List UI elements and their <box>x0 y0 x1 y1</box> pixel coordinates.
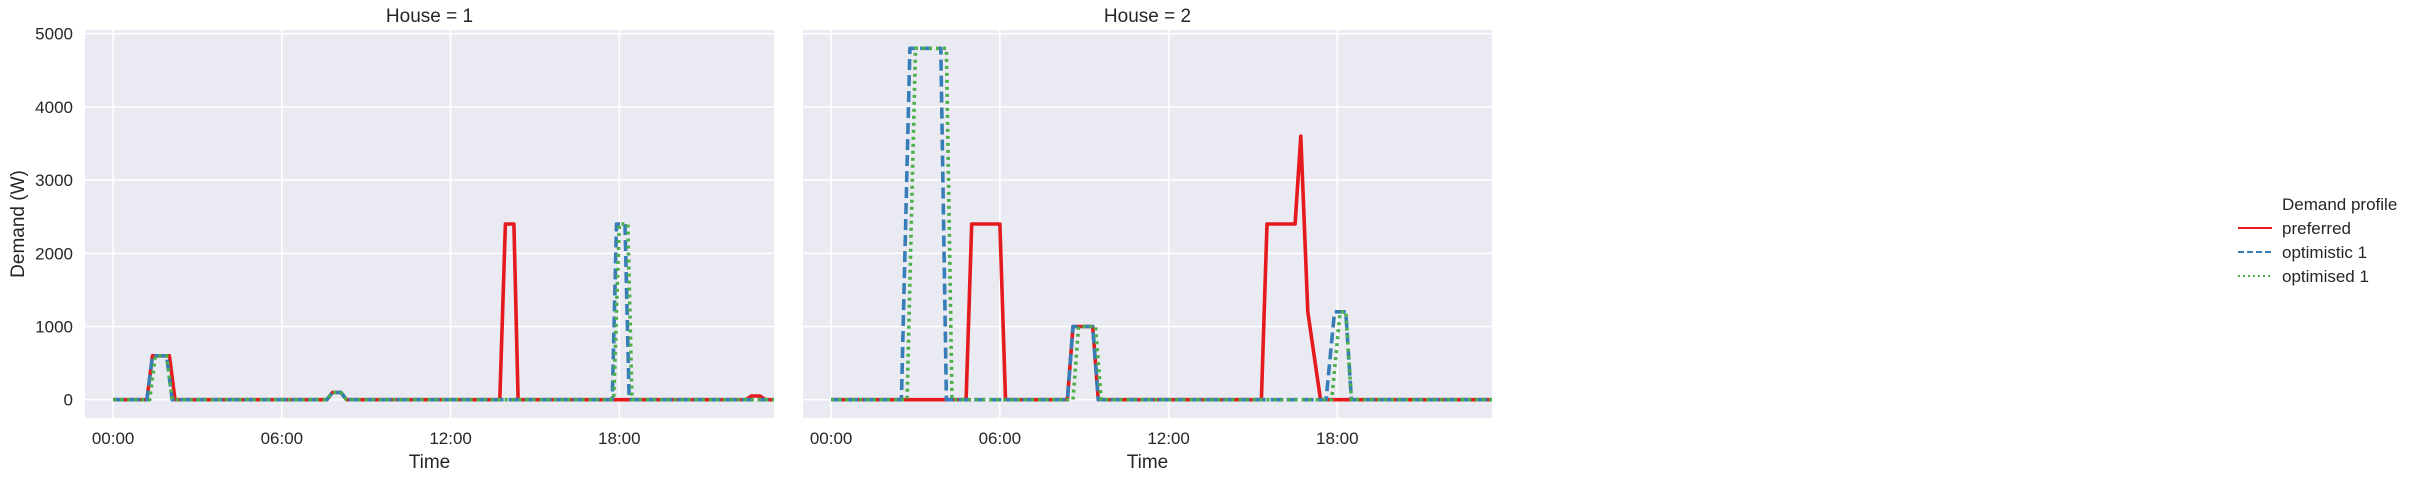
facet-panel-2: House = 2 00:00 06:00 12:00 18:00 Time <box>803 6 1492 473</box>
panel-background <box>85 30 774 418</box>
x-axis-label: Time <box>409 452 451 473</box>
y-tick-label: 0 <box>64 391 73 410</box>
panel-background <box>803 30 1492 418</box>
series-line-preferred <box>831 134 1492 402</box>
y-axis-label: Demand (W) <box>8 170 29 278</box>
series-line-optimistic-1 <box>113 222 774 402</box>
legend-title: Demand profile <box>2282 195 2397 214</box>
x-tick-label: 12:00 <box>429 429 472 448</box>
y-tick-label: 1000 <box>35 317 73 336</box>
legend-label: optimistic 1 <box>2282 243 2367 262</box>
y-tick-label: 5000 <box>35 25 73 44</box>
x-tick-label: 00:00 <box>810 429 853 448</box>
x-tick-label: 00:00 <box>92 429 135 448</box>
x-tick-label: 06:00 <box>261 429 304 448</box>
y-tick-label: 3000 <box>35 171 73 190</box>
panel-title: House = 1 <box>386 6 473 27</box>
panel-title: House = 2 <box>1104 6 1191 27</box>
y-tick-label: 2000 <box>35 244 73 263</box>
legend: Demand profile preferred optimistic 1 optim… <box>2238 195 2397 286</box>
facet-panel-1: House = 1 00:00 06:00 12:00 18:00 Time 0 1000 20… <box>8 6 774 473</box>
x-axis-label: Time <box>1127 452 1169 473</box>
legend-label: preferred <box>2282 219 2351 238</box>
x-tick-label: 12:00 <box>1147 429 1190 448</box>
x-tick-label: 18:00 <box>1316 429 1359 448</box>
x-tick-label: 06:00 <box>979 429 1022 448</box>
y-tick-label: 4000 <box>35 98 73 117</box>
x-tick-label: 18:00 <box>598 429 641 448</box>
legend-label: optimised 1 <box>2282 267 2369 286</box>
